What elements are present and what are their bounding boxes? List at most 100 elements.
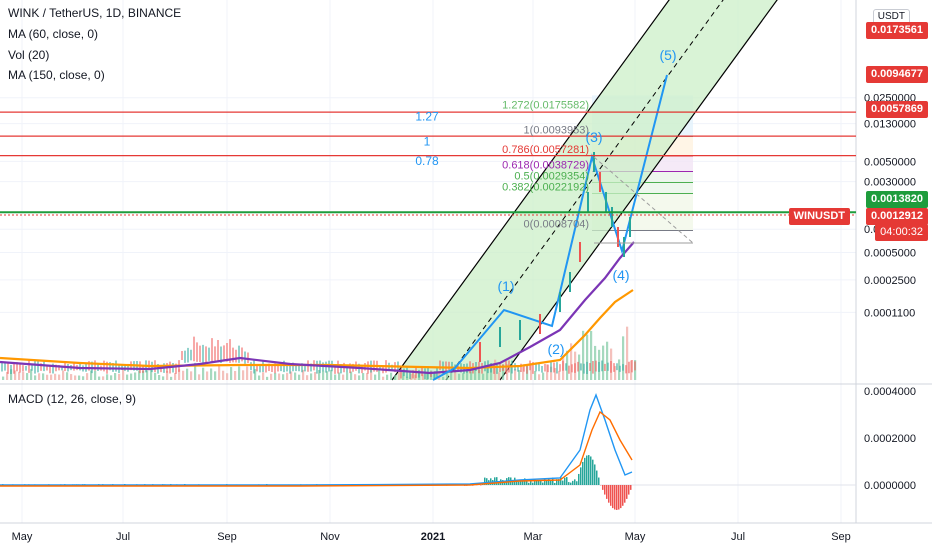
volume-bar: [286, 372, 289, 380]
volume-bar: [462, 373, 465, 380]
volume-bar: [330, 369, 333, 380]
volume-bar: [218, 366, 221, 380]
macd-hist-bar: [530, 480, 532, 485]
macd-hist-bar: [524, 478, 526, 485]
volume-bar: [150, 369, 153, 380]
volume-bar: [158, 374, 161, 380]
volume-bar: [142, 370, 145, 380]
macd-hist-bar: [574, 479, 576, 485]
macd-hist-bar: [520, 480, 522, 485]
price-series: [0, 74, 694, 381]
volume-bar: [470, 371, 473, 380]
volume-bar: [314, 371, 317, 380]
volume-bar: [222, 370, 225, 380]
macd-tick-label-1: 0.0002000: [864, 433, 916, 445]
volume-bar: [586, 334, 589, 380]
volume-bar: [406, 376, 409, 380]
volume-bar: [282, 374, 285, 380]
volume-bar: [242, 370, 245, 380]
macd-hist-bar: [576, 481, 578, 485]
volume-bar: [110, 375, 113, 380]
macd-hist-bar: [612, 485, 614, 509]
volume-bar: [290, 371, 293, 380]
volume-bar: [186, 368, 189, 380]
volume-bar: [566, 350, 569, 380]
macd-hist-bar: [504, 481, 506, 485]
macd-hist-bar: [602, 485, 604, 490]
volume-bar: [118, 373, 121, 380]
volume-bar: [374, 374, 377, 380]
volume-bar: [334, 374, 337, 380]
macd-hist-bar: [512, 480, 514, 485]
volume-bar: [534, 371, 537, 380]
volume-bar: [422, 374, 425, 380]
macd-hist-bar: [596, 470, 598, 485]
macd-hist-bar: [588, 455, 590, 485]
volume-bar: [22, 371, 25, 380]
macd-hist-bar: [608, 485, 610, 503]
x-tick-label-0: May: [12, 531, 33, 543]
volume-bar: [578, 354, 581, 380]
volume-bar: [446, 370, 449, 380]
volume-bar: [350, 371, 353, 380]
macd-pane: [0, 393, 856, 510]
x-tick-label-5: Mar: [524, 531, 543, 543]
volume-bar: [326, 371, 329, 380]
volume-bar: [54, 373, 57, 380]
macd-hist-bar: [550, 479, 552, 485]
axes: 0.02500000.01300000.00500000.00300000.00…: [12, 93, 916, 543]
x-tick-label-2: Sep: [217, 531, 237, 543]
volume-bar: [358, 375, 361, 380]
macd-legend[interactable]: MACD (12, 26, close, 9): [8, 392, 137, 406]
macd-hist-bar: [486, 478, 488, 485]
volume-bar: [318, 370, 321, 380]
macd-tick-label-2: 0.0000000: [864, 480, 916, 492]
volume-bar: [182, 370, 185, 380]
volume-legend[interactable]: Vol (20): [8, 48, 50, 62]
macd-hist-bar: [578, 473, 580, 485]
wave-label-0: (1): [497, 278, 514, 294]
volume-bar: [278, 373, 281, 380]
volume-bar: [194, 362, 197, 380]
macd-hist-bar: [516, 480, 518, 485]
macd-hist-bar: [592, 459, 594, 485]
macd-hist-bar: [606, 485, 608, 499]
macd-hist-bar: [630, 485, 632, 490]
macd-hist-bar: [628, 485, 630, 495]
price-label-3: 0.0013820: [866, 191, 928, 208]
volume-bar: [542, 372, 545, 380]
fib-label-1: 1(0.0093953): [524, 124, 589, 136]
volume-bar: [146, 370, 149, 380]
fib-ext-label-2: 0.78: [415, 154, 439, 168]
macd-hist-bar: [562, 480, 564, 485]
volume-bar: [538, 374, 541, 380]
volume-bar: [174, 373, 177, 380]
volume-bar: [466, 369, 469, 380]
volume-bar: [82, 376, 85, 380]
y-tick-label-2: 0.0050000: [864, 156, 916, 168]
volume-bar: [546, 364, 549, 380]
volume-bar: [530, 364, 533, 380]
macd-hist-bar: [570, 482, 572, 485]
ma150-legend[interactable]: MA (150, close, 0): [8, 68, 105, 82]
volume-bar: [58, 374, 61, 380]
price-label-2: 0.0057869: [866, 101, 928, 118]
x-tick-label-4: 2021: [421, 531, 445, 543]
y-tick-label-3: 0.0030000: [864, 177, 916, 189]
volume-bar: [398, 370, 401, 380]
volume-bar: [122, 369, 125, 380]
macd-hist-bar: [584, 457, 586, 485]
ma60-legend[interactable]: MA (60, close, 0): [8, 27, 99, 41]
volume-bar: [498, 372, 501, 380]
volume-bar: [134, 372, 137, 380]
volume-bar: [126, 374, 129, 380]
volume-bar: [198, 374, 201, 380]
volume-bar: [582, 330, 585, 380]
volume-bar: [442, 376, 445, 380]
volume-bar: [458, 373, 461, 380]
macd-hist-bar: [552, 477, 554, 485]
x-tick-label-8: Sep: [831, 531, 851, 543]
y-tick-label-1: 0.0130000: [864, 119, 916, 131]
macd-hist-bar: [526, 480, 528, 485]
